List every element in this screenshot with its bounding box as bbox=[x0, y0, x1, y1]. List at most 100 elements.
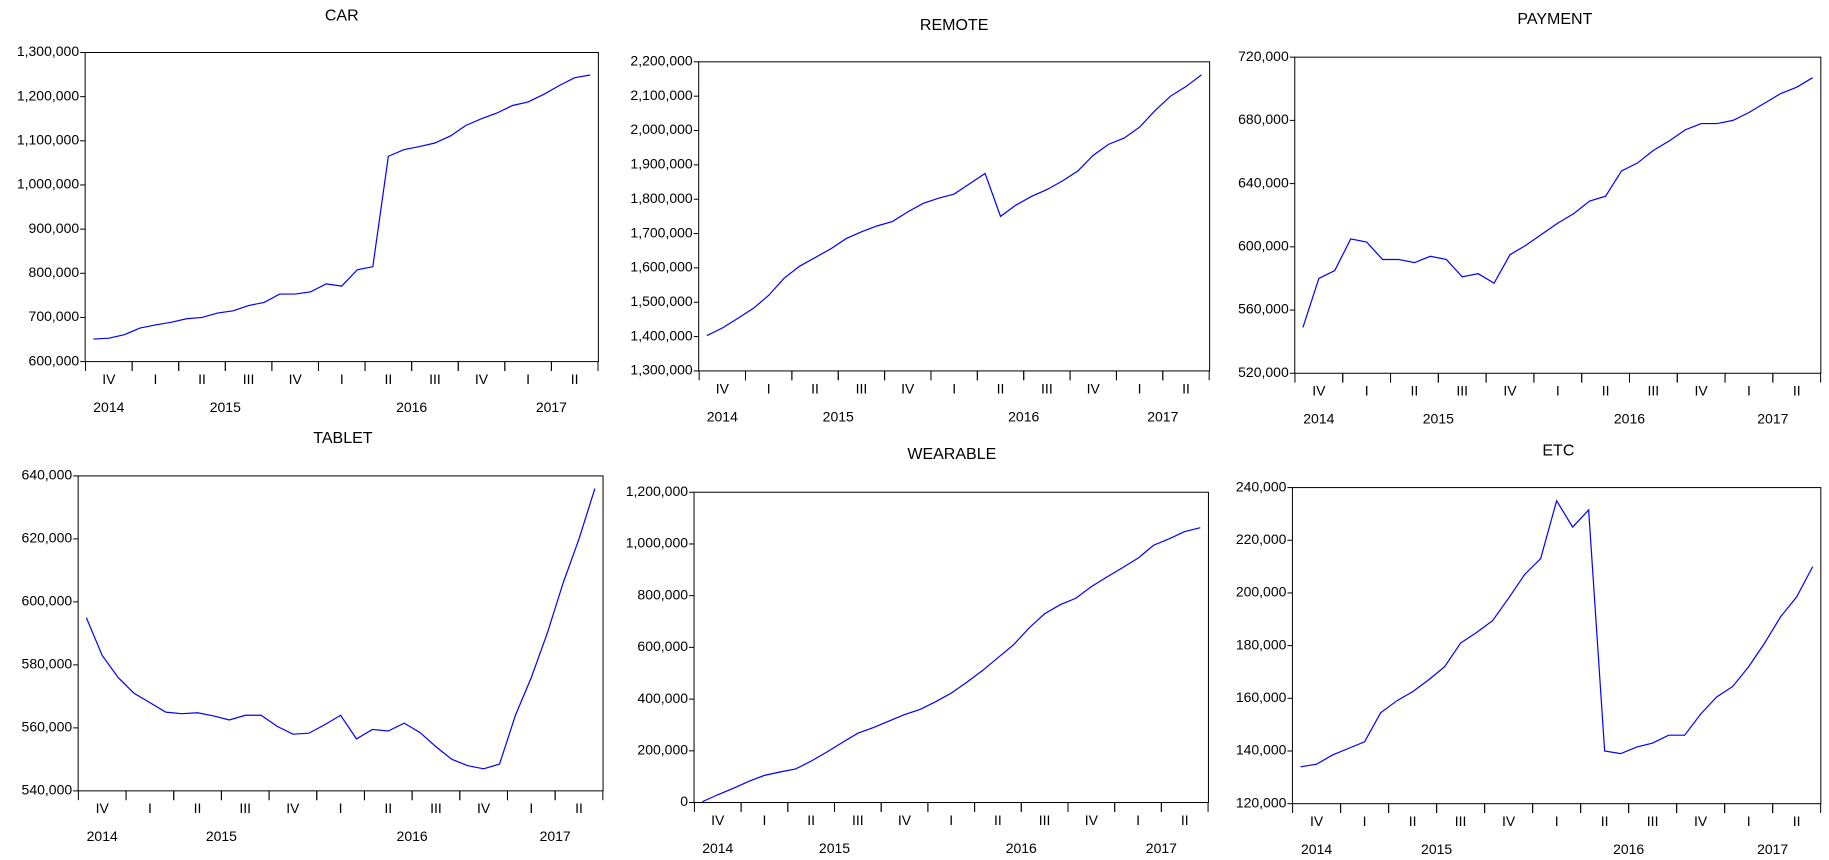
x-tick-label: IV bbox=[286, 800, 300, 816]
x-tick-label: IV bbox=[1312, 383, 1326, 399]
year-label: 2015 bbox=[1421, 841, 1452, 857]
year-label: 2014 bbox=[1301, 841, 1332, 857]
y-tick-label: 1,500,000 bbox=[630, 293, 692, 309]
chart-title: TABLET bbox=[313, 430, 373, 447]
y-tick-label: 1,700,000 bbox=[630, 224, 692, 240]
y-tick-label: 400,000 bbox=[637, 690, 688, 706]
y-tick-label: 220,000 bbox=[1236, 531, 1287, 547]
y-tick-label: 2,200,000 bbox=[630, 53, 692, 69]
x-tick-label: I bbox=[529, 800, 533, 816]
year-label: 2016 bbox=[1006, 840, 1037, 856]
data-line bbox=[1300, 499, 1814, 768]
data-line bbox=[701, 527, 1201, 803]
x-tick-label: II bbox=[1409, 813, 1417, 829]
y-tick-label: 200,000 bbox=[1236, 584, 1287, 600]
chart-title: PAYMENT bbox=[1517, 11, 1592, 28]
y-tick-label: 600,000 bbox=[22, 593, 73, 609]
x-tick-label: III bbox=[852, 812, 864, 828]
x-tick-label: I bbox=[526, 371, 530, 387]
x-tick-label: I bbox=[767, 380, 771, 396]
x-tick-label: II bbox=[994, 812, 1002, 828]
x-tick-label: IV bbox=[1695, 383, 1709, 399]
plot-frame bbox=[1294, 56, 1822, 374]
x-tick-label: III bbox=[1648, 383, 1660, 399]
x-tick-label: IV bbox=[1087, 380, 1101, 396]
y-tick-label: 240,000 bbox=[1236, 478, 1287, 494]
x-tick-label: IV bbox=[475, 371, 489, 387]
year-label: 2015 bbox=[210, 399, 241, 415]
plot-frame bbox=[84, 51, 599, 363]
year-label: 2017 bbox=[1147, 408, 1178, 424]
year-label: 2015 bbox=[206, 828, 237, 844]
year-label: 2017 bbox=[1146, 840, 1177, 856]
y-tick-label: 1,200,000 bbox=[626, 483, 688, 499]
year-label: 2014 bbox=[93, 399, 124, 415]
y-tick-label: 600,000 bbox=[1238, 238, 1289, 254]
x-tick-label: I bbox=[1747, 813, 1751, 829]
x-tick-label: II bbox=[1182, 380, 1190, 396]
plot-frame bbox=[77, 475, 604, 792]
y-tick-label: 900,000 bbox=[29, 220, 80, 236]
x-tick-label: III bbox=[1041, 380, 1053, 396]
x-tick-label: IV bbox=[901, 380, 915, 396]
x-tick-label: IV bbox=[1502, 813, 1516, 829]
year-label: 2014 bbox=[1303, 411, 1334, 427]
y-tick-label: 540,000 bbox=[22, 782, 73, 798]
year-label: 2014 bbox=[702, 840, 733, 856]
x-tick-label: II bbox=[997, 380, 1005, 396]
year-label: 2014 bbox=[87, 828, 118, 844]
y-tick-label: 160,000 bbox=[1236, 689, 1287, 705]
y-tick-label: 720,000 bbox=[1238, 48, 1289, 64]
plot-frame bbox=[698, 61, 1211, 372]
y-tick-label: 1,200,000 bbox=[17, 87, 79, 103]
year-label: 2017 bbox=[1757, 841, 1788, 857]
y-tick-label: 800,000 bbox=[29, 264, 80, 280]
x-tick-label: II bbox=[384, 800, 392, 816]
year-label: 2015 bbox=[823, 408, 854, 424]
year-label: 2016 bbox=[1613, 841, 1644, 857]
x-tick-label: III bbox=[1456, 383, 1468, 399]
x-tick-label: I bbox=[952, 380, 956, 396]
x-tick-label: III bbox=[239, 800, 251, 816]
x-tick-label: III bbox=[430, 800, 442, 816]
y-tick-label: 180,000 bbox=[1236, 636, 1287, 652]
y-tick-label: 1,600,000 bbox=[630, 259, 692, 275]
x-tick-label: I bbox=[1365, 383, 1369, 399]
y-tick-label: 1,100,000 bbox=[17, 132, 79, 148]
y-tick-label: 1,900,000 bbox=[630, 156, 692, 172]
data-line bbox=[706, 74, 1202, 337]
x-tick-label: IV bbox=[102, 371, 116, 387]
year-label: 2015 bbox=[1423, 411, 1454, 427]
chart-title: CAR bbox=[325, 8, 359, 25]
x-tick-label: II bbox=[384, 371, 392, 387]
x-tick-label: III bbox=[856, 380, 868, 396]
y-tick-label: 2,100,000 bbox=[630, 87, 692, 103]
y-tick-label: 600,000 bbox=[29, 352, 80, 368]
x-tick-label: I bbox=[339, 800, 343, 816]
y-tick-label: 1,800,000 bbox=[630, 190, 692, 206]
x-tick-label: IV bbox=[1310, 813, 1324, 829]
y-tick-label: 520,000 bbox=[1238, 364, 1289, 380]
data-line bbox=[1302, 77, 1813, 328]
x-tick-label: II bbox=[571, 371, 579, 387]
year-label: 2016 bbox=[397, 828, 428, 844]
x-tick-label: IV bbox=[716, 380, 730, 396]
x-tick-label: IV bbox=[1503, 383, 1517, 399]
x-tick-label: II bbox=[807, 812, 815, 828]
x-tick-label: I bbox=[949, 812, 953, 828]
y-tick-label: 1,300,000 bbox=[630, 362, 692, 378]
x-tick-label: II bbox=[1181, 812, 1189, 828]
x-tick-label: I bbox=[1556, 383, 1560, 399]
y-tick-label: 2,000,000 bbox=[630, 121, 692, 137]
x-tick-label: IV bbox=[477, 800, 491, 816]
x-tick-label: I bbox=[1138, 380, 1142, 396]
y-tick-label: 0 bbox=[680, 793, 688, 809]
x-tick-label: I bbox=[763, 812, 767, 828]
y-tick-label: 560,000 bbox=[22, 719, 73, 735]
y-tick-label: 580,000 bbox=[22, 656, 73, 672]
y-tick-label: 680,000 bbox=[1238, 111, 1289, 127]
x-tick-label: III bbox=[243, 371, 255, 387]
y-tick-label: 560,000 bbox=[1238, 301, 1289, 317]
x-tick-label: II bbox=[1411, 383, 1419, 399]
plot-frame bbox=[1291, 487, 1822, 805]
